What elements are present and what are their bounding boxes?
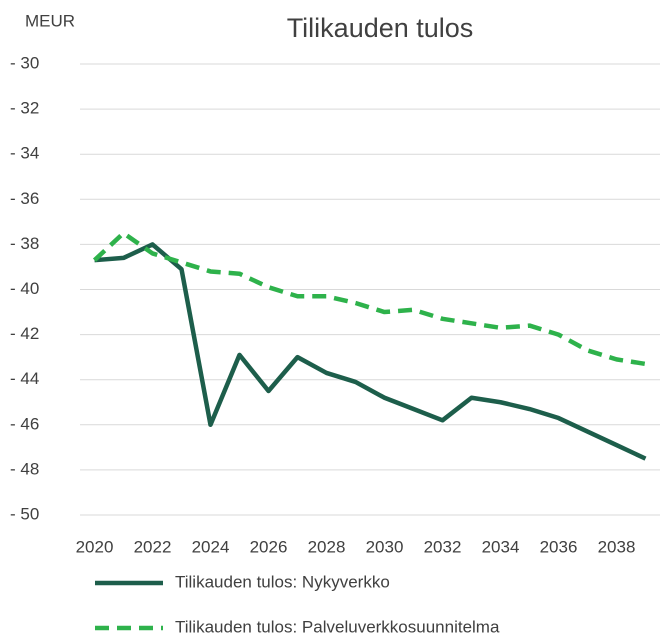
y-tick-label: - 50	[10, 504, 39, 523]
x-tick-label: 2030	[366, 537, 404, 556]
y-tick-label: - 42	[10, 324, 39, 343]
x-tick-label: 2020	[76, 537, 114, 556]
y-tick-label: - 44	[10, 369, 39, 388]
series-line	[94, 242, 647, 461]
x-tick-label: 2026	[250, 537, 288, 556]
y-tick-label: - 36	[10, 189, 39, 208]
x-tick-label: 2022	[134, 537, 172, 556]
x-tick-label: 2038	[598, 537, 636, 556]
chart-title: Tilikauden tulos	[287, 13, 474, 43]
series-line	[92, 230, 646, 367]
legend-label: Tilikauden tulos: Nykyverkko	[175, 572, 390, 591]
y-tick-label: - 34	[10, 144, 39, 163]
legend-label: Tilikauden tulos: Palveluverkkosuunnitel…	[175, 617, 500, 636]
y-tick-label: - 38	[10, 234, 39, 253]
y-tick-label: - 46	[10, 414, 39, 433]
y-tick-label: - 40	[10, 279, 39, 298]
y-axis-label: MEUR	[25, 11, 75, 30]
y-tick-label: - 30	[10, 53, 39, 72]
x-tick-label: 2036	[540, 537, 578, 556]
x-tick-label: 2024	[192, 537, 230, 556]
x-tick-label: 2034	[482, 537, 520, 556]
y-tick-label: - 32	[10, 99, 39, 118]
x-tick-label: 2032	[424, 537, 462, 556]
x-tick-label: 2028	[308, 537, 346, 556]
y-tick-label: - 48	[10, 459, 39, 478]
